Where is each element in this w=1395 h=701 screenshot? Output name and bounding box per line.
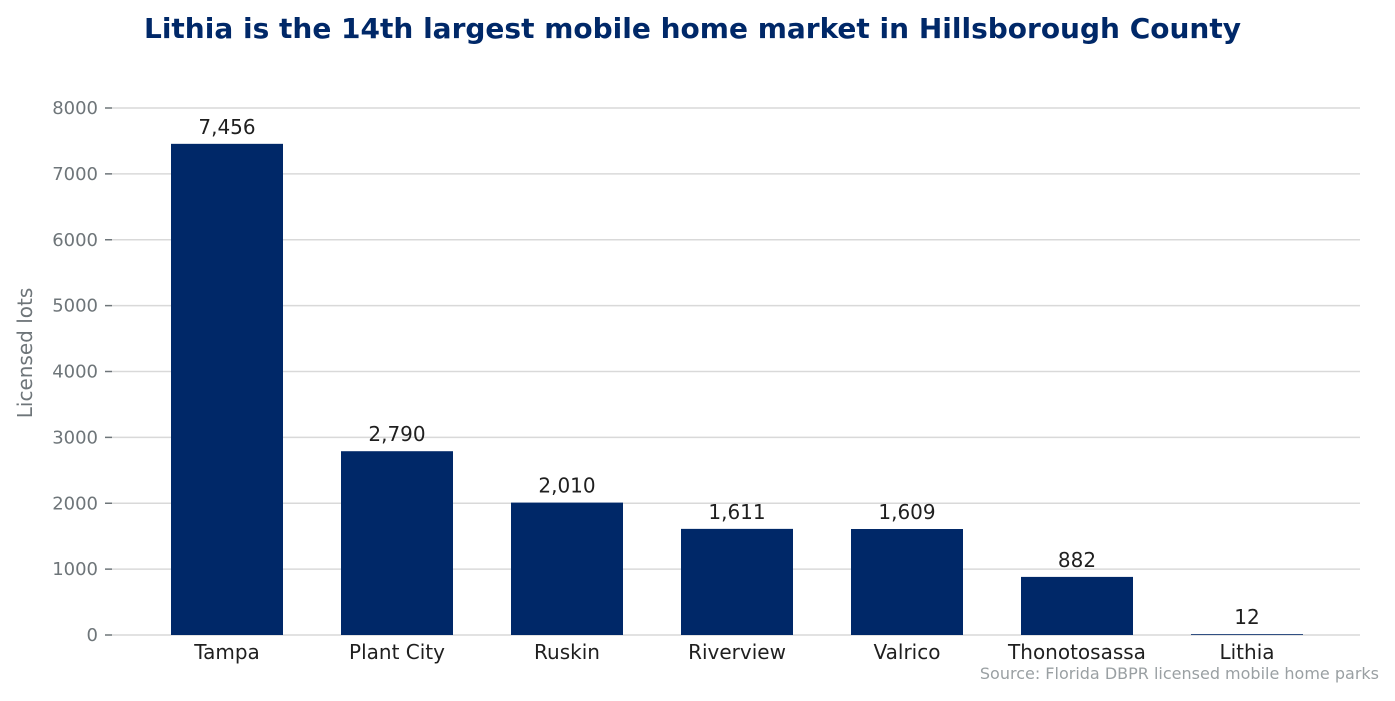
y-axis: 0 1000 2000 3000 4000 5000 6000 7000 8000	[52, 98, 112, 646]
y-tick-label: 1000	[52, 559, 98, 580]
x-tick-label: Thonotosassa	[1007, 640, 1146, 664]
y-tick-label: 2000	[52, 493, 98, 514]
source-note: Source: Florida DBPR licensed mobile hom…	[979, 664, 1379, 683]
bar	[1191, 634, 1303, 635]
x-tick-label: Ruskin	[534, 640, 600, 664]
bar	[341, 451, 453, 635]
bar	[851, 529, 963, 635]
x-tick-label: Tampa	[193, 640, 260, 664]
y-tick-label: 0	[87, 625, 98, 646]
y-tick-label: 6000	[52, 230, 98, 251]
y-tick-label: 4000	[52, 362, 98, 383]
x-tick-label: Riverview	[688, 640, 786, 664]
data-label: 2,010	[538, 474, 595, 498]
bar	[681, 528, 793, 635]
x-axis: Tampa Plant City Ruskin Riverview Valrico Tho…	[193, 640, 1274, 664]
x-tick-label: Lithia	[1219, 640, 1274, 664]
bar	[1021, 576, 1133, 635]
data-label: 7,456	[198, 115, 255, 139]
y-tick-label: 5000	[52, 296, 98, 317]
bar	[511, 502, 623, 635]
data-label: 12	[1234, 605, 1259, 629]
x-tick-label: Valrico	[874, 640, 941, 664]
chart-title: Lithia is the 14th largest mobile home m…	[143, 12, 1242, 45]
y-tick-label: 3000	[52, 427, 98, 448]
y-tick-label: 7000	[52, 164, 98, 185]
data-label: 882	[1058, 548, 1096, 572]
y-tick-label: 8000	[52, 98, 98, 119]
data-label: 1,609	[878, 500, 935, 524]
data-label: 2,790	[368, 422, 425, 446]
bar	[171, 143, 283, 635]
data-label: 1,611	[708, 500, 765, 524]
x-tick-label: Plant City	[349, 640, 445, 664]
data-labels: 7,456 2,790 2,010 1,611 1,609 882 12	[198, 115, 1259, 629]
y-axis-title: Licensed lots	[13, 288, 37, 419]
bars	[171, 143, 1303, 635]
